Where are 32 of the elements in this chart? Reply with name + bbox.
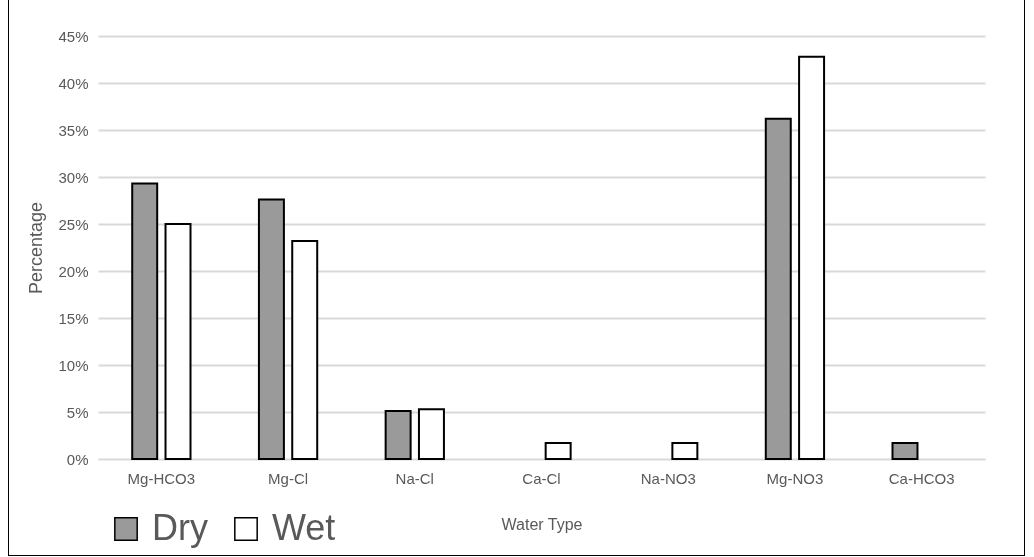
- bar: [798, 55, 826, 460]
- legend-label: Wet: [272, 507, 336, 548]
- x-tick-label: Na-NO3: [640, 469, 696, 487]
- y-tick-label: 35%: [58, 121, 89, 139]
- bar: [291, 239, 319, 460]
- x-tick-label: Ca-Cl: [522, 469, 561, 487]
- y-tick-label: 5%: [66, 403, 89, 421]
- y-axis-title: Percentage: [26, 201, 47, 295]
- y-tick-label: 40%: [58, 74, 89, 92]
- y-tick-label: 20%: [58, 262, 89, 280]
- y-tick-label: 30%: [58, 168, 89, 186]
- x-axis-title: Water Type: [501, 515, 583, 533]
- bar: [544, 442, 572, 460]
- bar: [671, 442, 699, 460]
- bar: [417, 408, 445, 460]
- x-tick-label: Mg-NO3: [766, 469, 824, 487]
- y-tick-label: 45%: [58, 27, 89, 45]
- y-tick-label: 10%: [58, 356, 89, 374]
- x-tick-label: Mg-Cl: [268, 469, 309, 487]
- bar: [131, 182, 159, 460]
- bar: [164, 223, 192, 460]
- bar: [764, 117, 792, 460]
- legend-label: Dry: [152, 507, 208, 548]
- y-tick-label: 0%: [66, 450, 89, 468]
- y-tick-label: 25%: [58, 215, 89, 233]
- bar: [891, 442, 919, 460]
- x-tick-label: Mg-HCO3: [127, 469, 196, 487]
- x-tick-label: Ca-HCO3: [888, 469, 955, 487]
- x-tick-label: Na-Cl: [395, 469, 434, 487]
- bar: [257, 198, 285, 460]
- bar: [384, 410, 412, 460]
- y-tick-label: 15%: [58, 309, 89, 327]
